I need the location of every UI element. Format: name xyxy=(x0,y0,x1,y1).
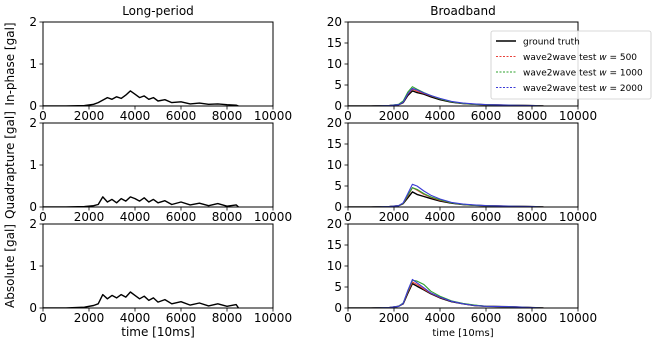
subplot-5: 0 2000 4000 6000 8000 10000 0 1 2 Absolute [gal] t… xyxy=(3,217,292,339)
y-tick-label: 5 xyxy=(334,280,342,294)
series-line-4 xyxy=(348,183,544,207)
y-tick-label: 2 xyxy=(29,15,37,29)
axes-frame xyxy=(42,223,274,309)
axes-frame xyxy=(347,122,579,208)
subplot-3: 0 2000 4000 6000 8000 10000 0 1 2 Quadrapture [ga… xyxy=(3,111,292,224)
y-tick-label: 2 xyxy=(29,116,37,130)
x-tick-label: 2000 xyxy=(379,311,410,325)
x-tick-label: 4000 xyxy=(120,109,151,123)
x-tick-label: 2000 xyxy=(74,311,105,325)
y-tick-label: 15 xyxy=(327,36,342,50)
y-tick-label: 20 xyxy=(327,116,342,130)
y-tick-label: 1 xyxy=(29,259,37,273)
x-tick-label: 8000 xyxy=(212,311,243,325)
y-tick-label: 5 xyxy=(334,78,342,92)
axes-frame xyxy=(42,21,274,107)
subplot-title: Long-period xyxy=(122,4,194,18)
y-tick-label: 0 xyxy=(29,301,37,315)
x-axis-label: time [10ms] xyxy=(121,325,195,339)
x-tick-label: 0 xyxy=(344,311,352,325)
x-tick-label: 2000 xyxy=(379,109,410,123)
y-tick-label: 0 xyxy=(29,99,37,113)
y-tick-label: 10 xyxy=(327,158,342,172)
x-tick-label: 10000 xyxy=(559,109,597,123)
x-tick-label: 10000 xyxy=(254,311,292,325)
series-line-1 xyxy=(43,90,239,106)
y-tick-label: 0 xyxy=(334,200,342,214)
legend-entry: wave2wave test w = 500 xyxy=(523,53,637,63)
subplot-6: 0 2000 4000 6000 8000 10000 0 5 10 15 20 time [10ms… xyxy=(327,217,597,339)
series-line-1 xyxy=(43,291,240,308)
x-tick-label: 0 xyxy=(344,109,352,123)
y-tick-label: 10 xyxy=(327,57,342,71)
x-tick-label: 8000 xyxy=(212,210,243,224)
series-line-1 xyxy=(348,282,544,308)
x-tick-label: 6000 xyxy=(166,311,197,325)
y-tick-label: 0 xyxy=(334,99,342,113)
legend-entry: ground truth xyxy=(523,38,580,48)
series-line-3 xyxy=(348,187,544,207)
x-tick-label: 4000 xyxy=(120,210,151,224)
subplot-4: 0 2000 4000 6000 8000 10000 0 5 10 15 20 xyxy=(327,116,597,224)
x-tick-label: 2000 xyxy=(379,210,410,224)
y-tick-label: 1 xyxy=(29,158,37,172)
series-line-2 xyxy=(348,187,544,207)
x-tick-label: 8000 xyxy=(212,109,243,123)
x-tick-label: 2000 xyxy=(74,109,105,123)
x-tick-label: 10000 xyxy=(559,210,597,224)
x-tick-label: 10000 xyxy=(254,109,292,123)
subplot-2: 0 2000 4000 6000 8000 10000 0 5 10 15 20 Broadband g… xyxy=(327,4,652,123)
x-tick-label: 0 xyxy=(344,210,352,224)
subplot-1: 0 2000 4000 6000 8000 10000 0 1 2 Long-period In-p… xyxy=(3,4,292,123)
x-tick-label: 10000 xyxy=(559,311,597,325)
x-tick-label: 6000 xyxy=(471,210,502,224)
x-tick-label: 10000 xyxy=(254,210,292,224)
y-tick-label: 20 xyxy=(327,15,342,29)
y-axis-label: Quadrapture [gal] xyxy=(3,111,17,219)
x-tick-label: 4000 xyxy=(425,311,456,325)
x-tick-label: 0 xyxy=(39,109,47,123)
series-line-4 xyxy=(348,278,544,308)
x-tick-label: 8000 xyxy=(517,311,548,325)
x-tick-label: 0 xyxy=(39,311,47,325)
y-tick-label: 15 xyxy=(327,137,342,151)
x-tick-label: 4000 xyxy=(120,311,151,325)
series-line-2 xyxy=(348,281,544,308)
x-tick-label: 4000 xyxy=(425,109,456,123)
y-tick-label: 15 xyxy=(327,238,342,252)
x-tick-label: 6000 xyxy=(471,109,502,123)
series-line-1 xyxy=(348,191,544,207)
axes-frame xyxy=(42,122,274,208)
series-line-1 xyxy=(43,196,239,207)
y-tick-label: 5 xyxy=(334,179,342,193)
x-tick-label: 6000 xyxy=(471,311,502,325)
y-axis-label: In-phase [gal] xyxy=(3,22,17,105)
x-tick-label: 6000 xyxy=(166,109,197,123)
axes-frame xyxy=(347,223,579,309)
legend-box xyxy=(490,30,652,100)
y-tick-label: 1 xyxy=(29,57,37,71)
y-axis-label: Absolute [gal] xyxy=(3,224,17,308)
legend-entry: wave2wave test w = 1000 xyxy=(523,69,643,79)
x-axis-label: time [10ms] xyxy=(432,328,493,339)
x-tick-label: 4000 xyxy=(425,210,456,224)
x-tick-label: 8000 xyxy=(517,210,548,224)
x-tick-label: 6000 xyxy=(166,210,197,224)
series-line-4 xyxy=(348,87,544,106)
x-tick-label: 0 xyxy=(39,210,47,224)
subplot-title: Broadband xyxy=(430,4,495,18)
y-tick-label: 20 xyxy=(327,217,342,231)
y-tick-label: 10 xyxy=(327,259,342,273)
y-tick-label: 0 xyxy=(334,301,342,315)
legend: ground truth wave2wave test w = 500 wave2w… xyxy=(490,30,652,100)
series-line-3 xyxy=(348,279,544,308)
y-tick-label: 0 xyxy=(29,200,37,214)
legend-entry: wave2wave test w = 2000 xyxy=(523,84,643,94)
x-tick-label: 8000 xyxy=(517,109,548,123)
x-tick-label: 2000 xyxy=(74,210,105,224)
y-tick-label: 2 xyxy=(29,217,37,231)
